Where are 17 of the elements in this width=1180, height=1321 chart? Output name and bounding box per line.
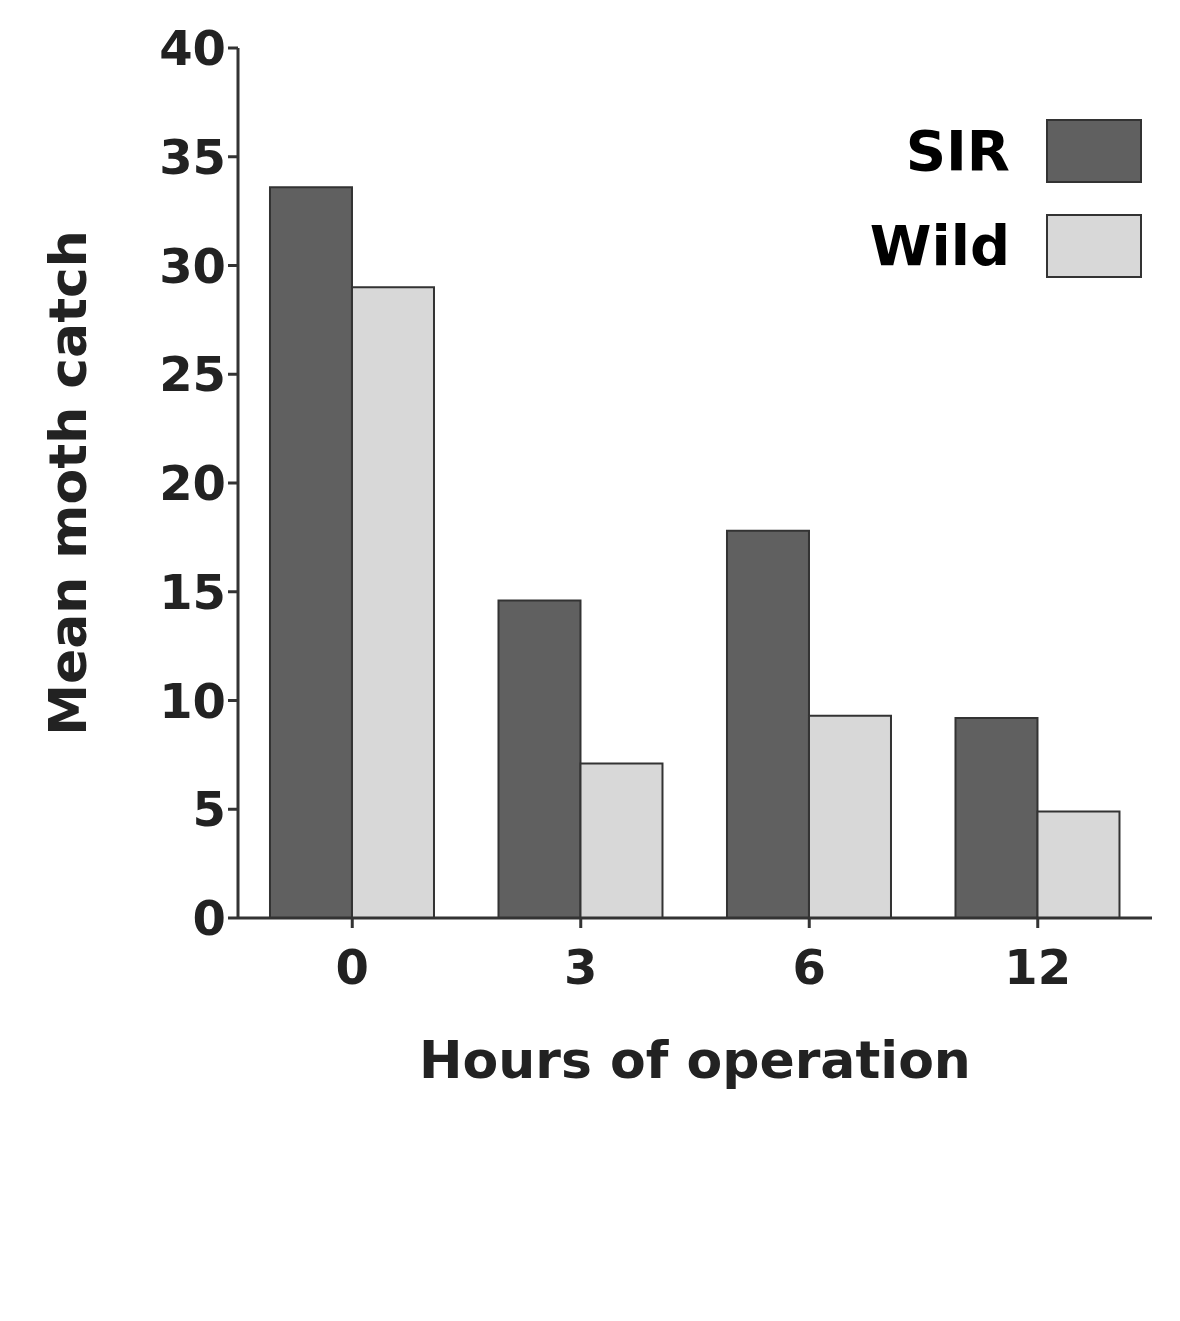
y-tick-label: 35 [159, 128, 226, 185]
x-tick-label: 3 [564, 939, 598, 996]
y-tick-label: 5 [192, 781, 226, 838]
y-tick-label: 15 [159, 563, 226, 620]
y-tick-label: 40 [159, 20, 226, 77]
x-tick-label: 6 [792, 939, 826, 996]
x-axis-title: Hours of operation [419, 1030, 971, 1090]
y-tick-label: 10 [159, 672, 226, 729]
y-axis-title: Mean moth catch [38, 230, 99, 736]
legend-label: SIR [905, 118, 1010, 183]
x-tick-label: 12 [1004, 939, 1072, 996]
y-tick-label: 0 [192, 890, 226, 947]
y-tick-label: 25 [159, 346, 226, 403]
legend-label: Wild [869, 213, 1010, 278]
x-tick-label: 0 [335, 939, 369, 996]
y-tick-label: 20 [159, 455, 226, 512]
y-tick-label: 30 [159, 237, 226, 294]
